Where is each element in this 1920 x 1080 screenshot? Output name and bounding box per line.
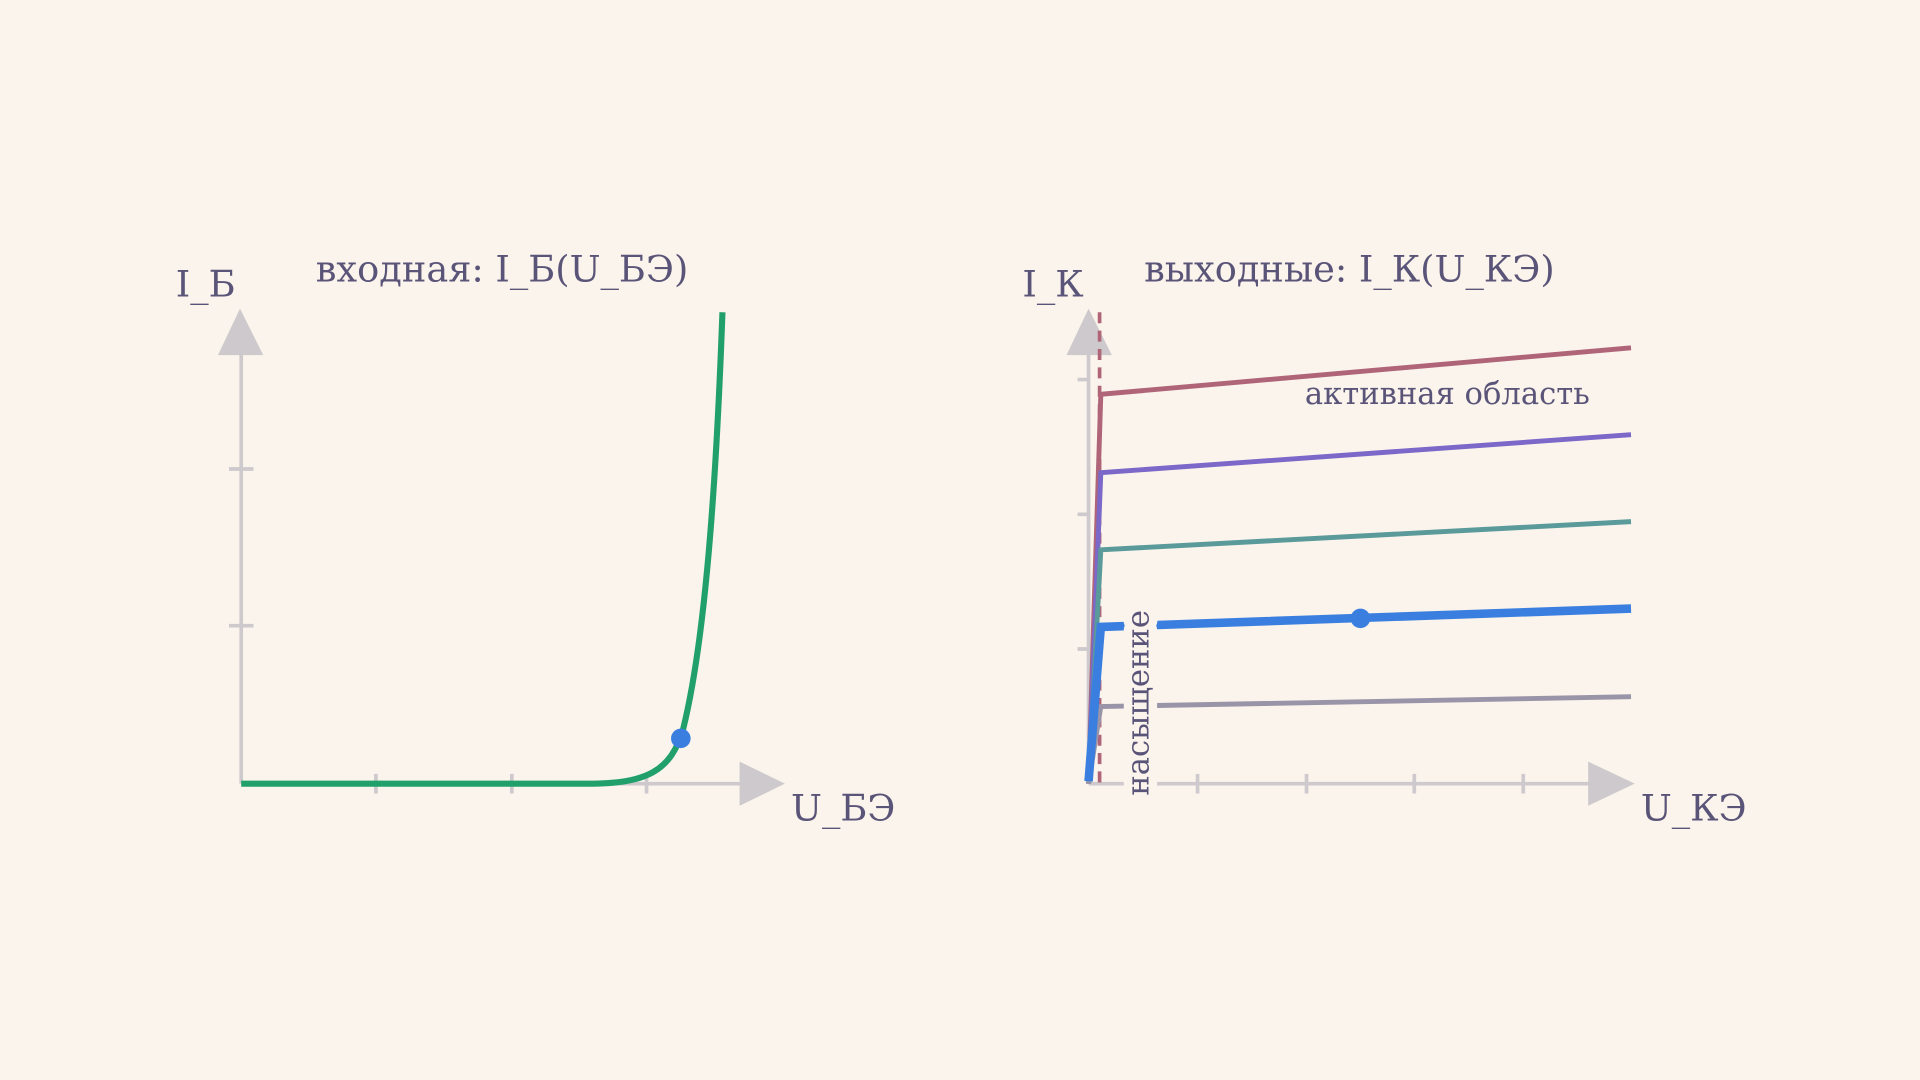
x-label: U_КЭ: [1641, 786, 1747, 830]
output-curve: [1086, 694, 1632, 785]
y-label: I_К: [1022, 262, 1083, 306]
output-curve: [1086, 519, 1632, 784]
output-plot: выходные: I_К(U_КЭ) I_К U_КЭ активная об…: [1022, 248, 1746, 831]
y-arrow: [1066, 308, 1112, 356]
x-arrow: [1588, 761, 1635, 806]
active-label: активная область: [1305, 377, 1590, 412]
input-curve: [241, 312, 726, 787]
title: входная: I_Б(U_БЭ): [316, 248, 689, 292]
output-curve: [1086, 345, 1632, 784]
title: выходные: I_К(U_КЭ): [1144, 248, 1555, 292]
x-label: U_БЭ: [791, 786, 895, 830]
operating-point: [1350, 608, 1371, 629]
y-arrow: [217, 308, 264, 356]
operating-point: [671, 728, 691, 749]
saturation-label: насыщение: [1122, 610, 1157, 796]
ticks: [1077, 377, 1526, 794]
x-arrow: [739, 761, 785, 806]
ticks: [228, 467, 649, 794]
active-curve: [1084, 604, 1632, 782]
y-label: I_Б: [176, 262, 236, 306]
input-plot: входная: I_Б(U_БЭ) I_Б U_БЭ: [176, 248, 896, 831]
